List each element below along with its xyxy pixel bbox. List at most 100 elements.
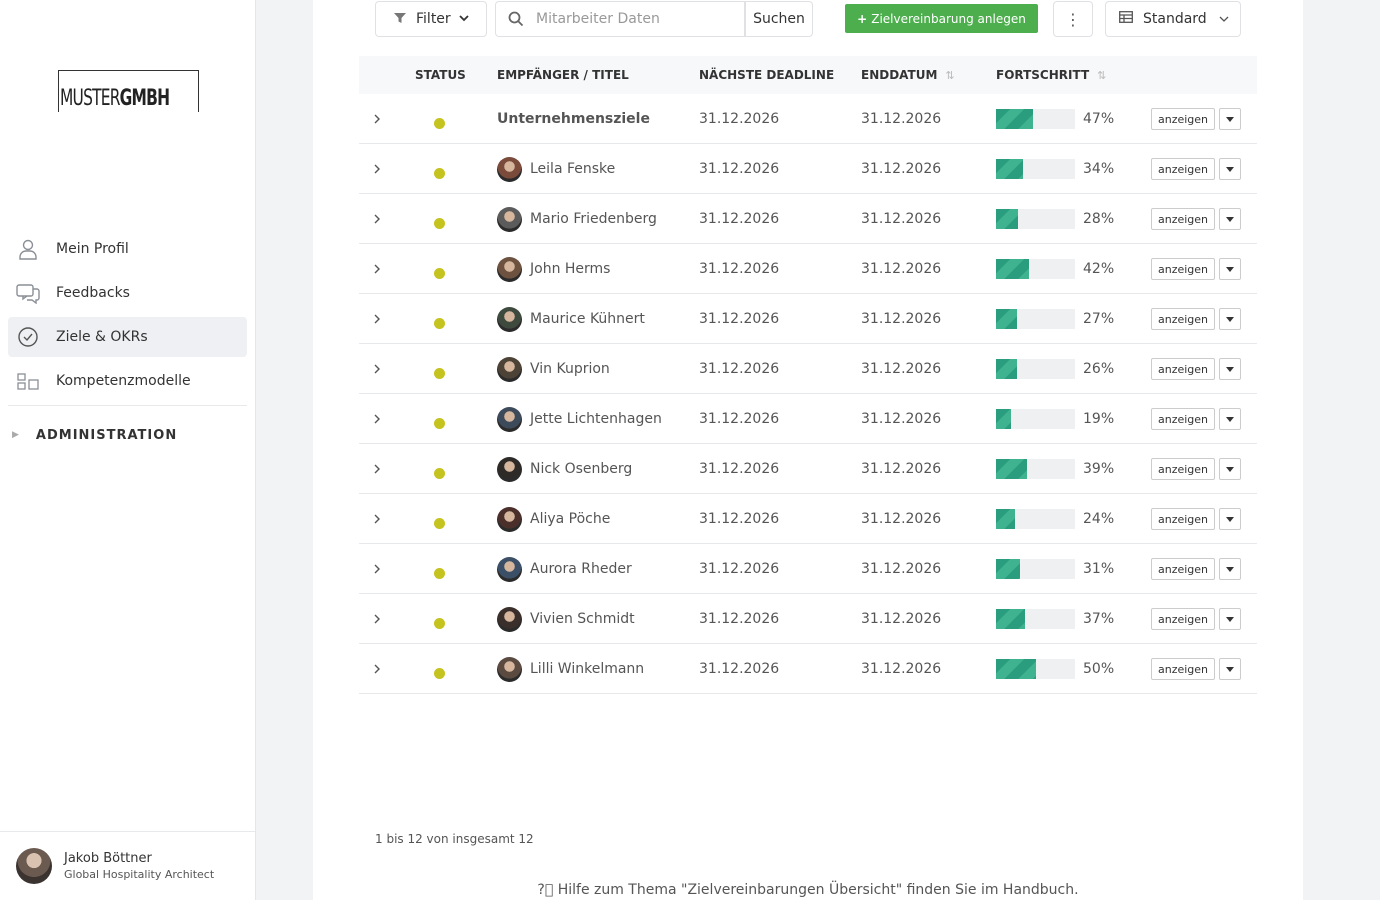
progress-fill bbox=[996, 259, 1030, 279]
recipient: Unternehmensziele bbox=[497, 94, 650, 144]
show-button[interactable]: anzeigen bbox=[1151, 108, 1216, 130]
row-dropdown-button[interactable] bbox=[1219, 308, 1242, 330]
recipient-name: Leila Fenske bbox=[530, 161, 616, 177]
row-dropdown-button[interactable] bbox=[1219, 158, 1242, 180]
chevron-right-icon[interactable] bbox=[373, 494, 381, 544]
header-enddate[interactable]: ENDDATUM ⇅ bbox=[861, 68, 955, 82]
show-button[interactable]: anzeigen bbox=[1151, 308, 1216, 330]
progress: 24% bbox=[996, 494, 1114, 544]
chevron-right-icon[interactable] bbox=[373, 194, 381, 244]
add-goal-button[interactable]: + Zielvereinbarung anlegen bbox=[845, 4, 1038, 33]
search-button[interactable]: Suchen bbox=[745, 1, 813, 37]
header-deadline[interactable]: NÄCHSTE DEADLINE bbox=[699, 68, 835, 82]
chevron-right-icon[interactable] bbox=[373, 444, 381, 494]
show-button[interactable]: anzeigen bbox=[1151, 458, 1216, 480]
show-button[interactable]: anzeigen bbox=[1151, 158, 1216, 180]
chevron-right-icon[interactable] bbox=[373, 344, 381, 394]
recipient-name: John Herms bbox=[530, 261, 611, 277]
chevron-down-icon bbox=[459, 14, 469, 25]
avatar bbox=[497, 456, 522, 482]
row-dropdown-button[interactable] bbox=[1219, 408, 1242, 430]
chevron-right-icon[interactable] bbox=[373, 94, 381, 144]
table-header: STATUS EMPFÄNGER / TITEL NÄCHSTE DEADLIN… bbox=[359, 56, 1257, 94]
chevron-right-icon[interactable] bbox=[373, 394, 381, 444]
table-row[interactable]: Vivien Schmidt 31.12.2026 31.12.2026 37%… bbox=[359, 594, 1257, 644]
row-dropdown-button[interactable] bbox=[1219, 108, 1242, 130]
recipient-name: Vin Kuprion bbox=[530, 361, 610, 377]
progress-bar bbox=[996, 609, 1075, 629]
chevron-right-icon[interactable] bbox=[373, 244, 381, 294]
row-dropdown-button[interactable] bbox=[1219, 208, 1242, 230]
table-row[interactable]: Mario Friedenberg 31.12.2026 31.12.2026 … bbox=[359, 194, 1257, 244]
row-dropdown-button[interactable] bbox=[1219, 608, 1242, 630]
row-dropdown-button[interactable] bbox=[1219, 358, 1242, 380]
row-dropdown-button[interactable] bbox=[1219, 458, 1242, 480]
table-row[interactable]: Maurice Kühnert 31.12.2026 31.12.2026 27… bbox=[359, 294, 1257, 344]
show-button[interactable]: anzeigen bbox=[1151, 258, 1216, 280]
table-row[interactable]: Jette Lichtenhagen 31.12.2026 31.12.2026… bbox=[359, 394, 1257, 444]
user-name: Jakob Böttner bbox=[64, 851, 152, 866]
filter-button[interactable]: Filter bbox=[375, 1, 487, 37]
table-row[interactable]: Vin Kuprion 31.12.2026 31.12.2026 26% an… bbox=[359, 344, 1257, 394]
progress-bar bbox=[996, 209, 1075, 229]
row-dropdown-button[interactable] bbox=[1219, 558, 1242, 580]
search-icon bbox=[496, 11, 536, 27]
table-row[interactable]: Lilli Winkelmann 31.12.2026 31.12.2026 5… bbox=[359, 644, 1257, 694]
header-progress-label: FORTSCHRITT bbox=[996, 68, 1090, 82]
end-date: 31.12.2026 bbox=[861, 161, 942, 177]
sidebar-item-feedbacks[interactable]: Feedbacks bbox=[8, 273, 247, 313]
table-row[interactable]: John Herms 31.12.2026 31.12.2026 42% anz… bbox=[359, 244, 1257, 294]
more-options-button[interactable]: ⋮ bbox=[1053, 1, 1093, 37]
progress-bar bbox=[996, 259, 1075, 279]
search-input[interactable] bbox=[536, 11, 736, 27]
progress: 31% bbox=[996, 544, 1114, 594]
view-select[interactable]: Standard bbox=[1105, 1, 1241, 37]
progress-percent: 31% bbox=[1083, 561, 1115, 577]
chevron-right-icon[interactable] bbox=[373, 644, 381, 694]
progress-fill bbox=[996, 609, 1026, 629]
caret-down-icon bbox=[1226, 216, 1235, 222]
caret-right-icon: ▶ bbox=[12, 430, 20, 440]
row-dropdown-button[interactable] bbox=[1219, 508, 1242, 530]
show-button[interactable]: anzeigen bbox=[1151, 558, 1216, 580]
sidebar-item-administration[interactable]: ▶ ADMINISTRATION bbox=[8, 406, 247, 464]
sort-icon: ⇅ bbox=[1097, 69, 1107, 82]
show-button[interactable]: anzeigen bbox=[1151, 358, 1216, 380]
status-indicator bbox=[434, 344, 445, 394]
status-indicator bbox=[434, 444, 445, 494]
header-status[interactable]: STATUS bbox=[415, 68, 466, 82]
user-profile[interactable]: Jakob Böttner Global Hospitality Archite… bbox=[0, 831, 255, 900]
avatar bbox=[497, 306, 522, 332]
sidebar-item-mein-profil[interactable]: Mein Profil bbox=[8, 229, 247, 269]
table-row[interactable]: Aurora Rheder 31.12.2026 31.12.2026 31% … bbox=[359, 544, 1257, 594]
grid-icon bbox=[16, 369, 40, 393]
show-button[interactable]: anzeigen bbox=[1151, 208, 1216, 230]
header-recipient[interactable]: EMPFÄNGER / TITEL bbox=[497, 68, 629, 82]
chevron-right-icon[interactable] bbox=[373, 144, 381, 194]
end-date: 31.12.2026 bbox=[861, 111, 942, 127]
show-button[interactable]: anzeigen bbox=[1151, 608, 1216, 630]
show-button[interactable]: anzeigen bbox=[1151, 408, 1216, 430]
table-row[interactable]: Unternehmensziele 31.12.2026 31.12.2026 … bbox=[359, 94, 1257, 144]
recipient-name: Vivien Schmidt bbox=[530, 611, 635, 627]
chevron-right-icon[interactable] bbox=[373, 294, 381, 344]
sidebar-item-kompetenzmodelle[interactable]: Kompetenzmodelle bbox=[8, 361, 247, 401]
next-deadline: 31.12.2026 bbox=[699, 661, 780, 677]
table-row[interactable]: Aliya Pöche 31.12.2026 31.12.2026 24% an… bbox=[359, 494, 1257, 544]
table-row[interactable]: Leila Fenske 31.12.2026 31.12.2026 34% a… bbox=[359, 144, 1257, 194]
sidebar-item-ziele-okrs[interactable]: Ziele & OKRs bbox=[8, 317, 247, 357]
progress-fill bbox=[996, 459, 1027, 479]
chevron-right-icon[interactable] bbox=[373, 544, 381, 594]
end-date: 31.12.2026 bbox=[861, 211, 942, 227]
show-button[interactable]: anzeigen bbox=[1151, 658, 1216, 680]
row-dropdown-button[interactable] bbox=[1219, 658, 1242, 680]
progress-percent: 50% bbox=[1083, 661, 1115, 677]
progress-bar bbox=[996, 359, 1075, 379]
header-progress[interactable]: FORTSCHRITT ⇅ bbox=[996, 68, 1106, 82]
show-button[interactable]: anzeigen bbox=[1151, 508, 1216, 530]
row-dropdown-button[interactable] bbox=[1219, 258, 1242, 280]
table-row[interactable]: Nick Osenberg 31.12.2026 31.12.2026 39% … bbox=[359, 444, 1257, 494]
status-dot bbox=[434, 667, 445, 679]
chevron-right-icon[interactable] bbox=[373, 594, 381, 644]
next-deadline: 31.12.2026 bbox=[699, 311, 780, 327]
